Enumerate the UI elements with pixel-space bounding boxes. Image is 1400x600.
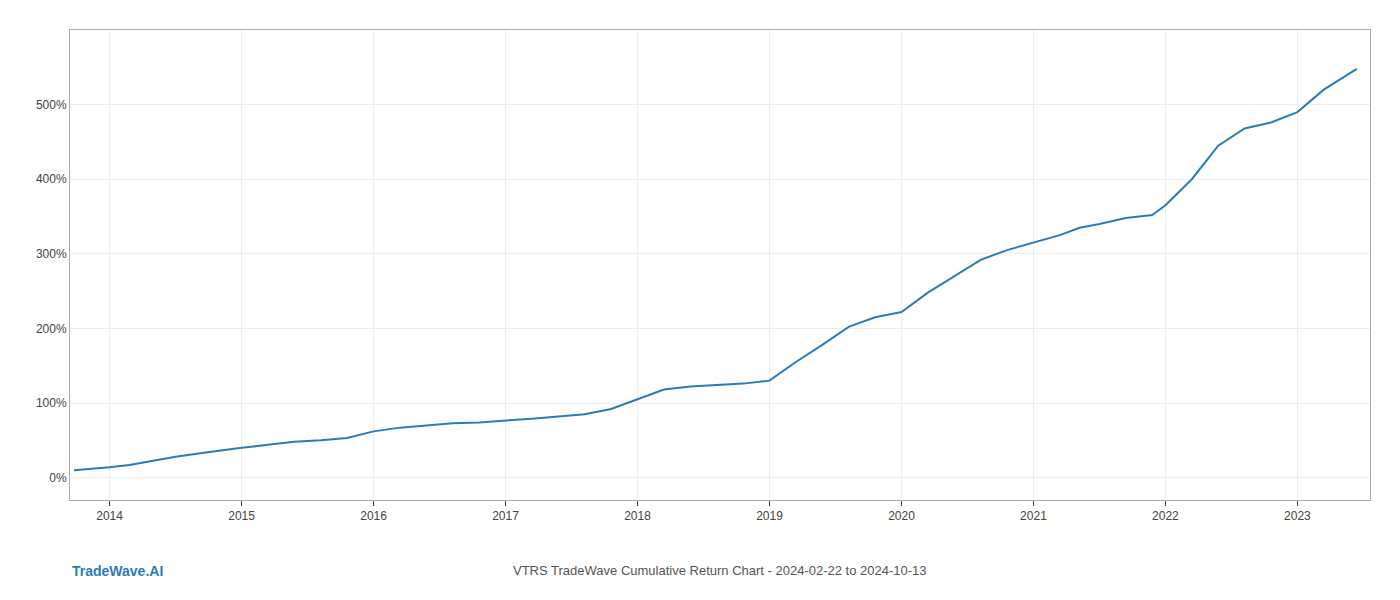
svg-text:500%: 500% xyxy=(36,98,67,112)
svg-text:2017: 2017 xyxy=(492,509,519,523)
svg-text:2022: 2022 xyxy=(1152,509,1179,523)
svg-text:2015: 2015 xyxy=(228,509,255,523)
svg-text:400%: 400% xyxy=(36,172,67,186)
svg-text:0%: 0% xyxy=(49,471,67,485)
svg-text:2016: 2016 xyxy=(360,509,387,523)
svg-text:TradeWave.AI: TradeWave.AI xyxy=(72,563,163,579)
svg-text:2018: 2018 xyxy=(624,509,651,523)
svg-text:2023: 2023 xyxy=(1284,509,1311,523)
svg-text:100%: 100% xyxy=(36,396,67,410)
svg-text:VTRS TradeWave Cumulative Retu: VTRS TradeWave Cumulative Return Chart -… xyxy=(513,563,927,578)
svg-text:200%: 200% xyxy=(36,322,67,336)
svg-text:2014: 2014 xyxy=(96,509,123,523)
svg-text:2020: 2020 xyxy=(888,509,915,523)
svg-text:2021: 2021 xyxy=(1020,509,1047,523)
svg-text:2019: 2019 xyxy=(756,509,783,523)
svg-text:300%: 300% xyxy=(36,247,67,261)
